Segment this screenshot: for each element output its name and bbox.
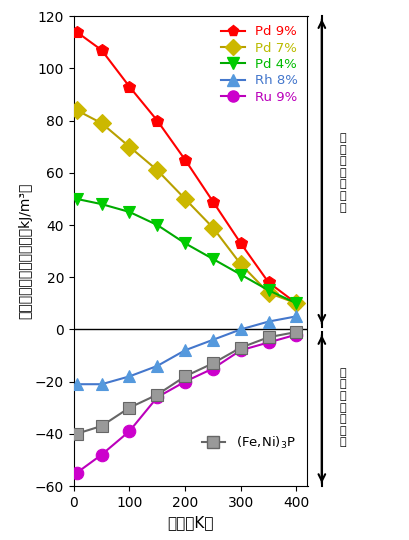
Legend: (Fe,Ni)$_3$P: (Fe,Ni)$_3$P <box>196 429 300 456</box>
Y-axis label: 磁気異方性エネルギー（kJ/m³）: 磁気異方性エネルギー（kJ/m³） <box>18 183 32 319</box>
Text: 磁
気
異
方
性
促
進: 磁 気 異 方 性 促 進 <box>338 133 345 213</box>
X-axis label: 温度（K）: 温度（K） <box>167 515 213 530</box>
Text: 磁
気
回
転
性
促
進: 磁 気 回 転 性 促 進 <box>338 368 345 448</box>
